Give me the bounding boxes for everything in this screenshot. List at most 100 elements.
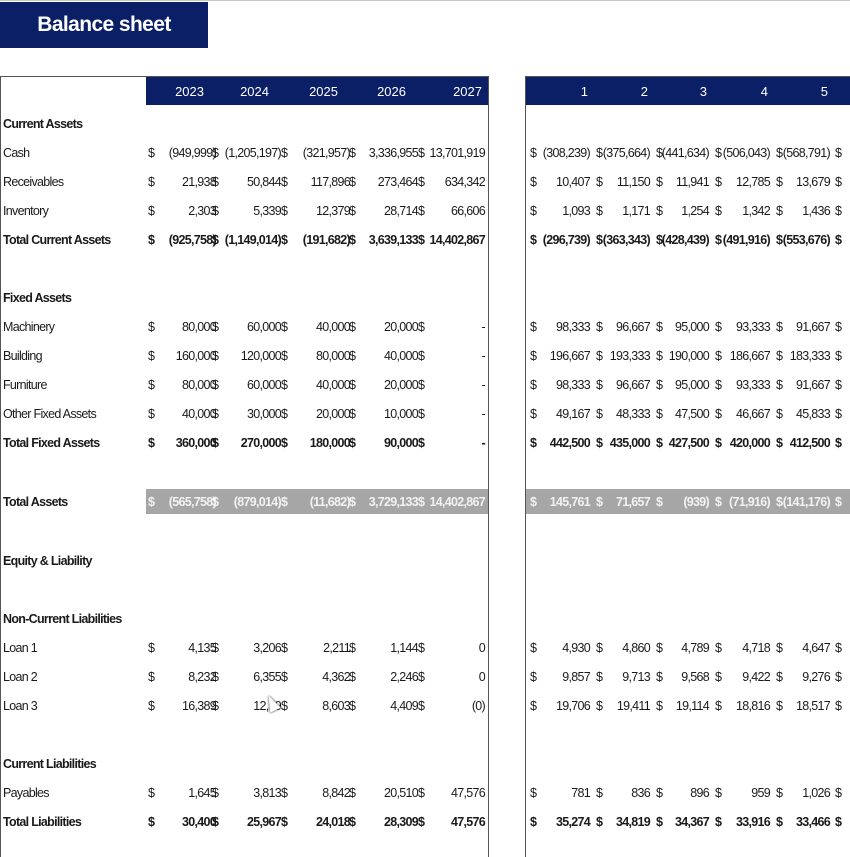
value-cell[interactable]: (491,916): [722, 232, 771, 247]
value-cell[interactable]: 30,400: [181, 814, 217, 829]
value-cell[interactable]: (375,664): [602, 145, 651, 160]
value-cell[interactable]: 28,309: [383, 814, 419, 829]
value-cell[interactable]: 0: [478, 669, 486, 684]
value-cell[interactable]: 836: [631, 785, 650, 800]
value-cell[interactable]: 13,701,919: [429, 145, 485, 160]
value-cell[interactable]: 46,667: [735, 406, 771, 421]
value-cell[interactable]: 18,517: [795, 698, 831, 713]
value-cell[interactable]: 25,967: [246, 814, 282, 829]
value-cell[interactable]: 93,333: [735, 319, 771, 334]
value-cell[interactable]: (1,149,014): [224, 232, 282, 247]
value-cell[interactable]: 0: [478, 640, 486, 655]
value-cell[interactable]: 1,144: [390, 640, 418, 655]
value-cell[interactable]: 781: [571, 785, 590, 800]
value-cell[interactable]: (363,343): [602, 232, 651, 247]
value-cell[interactable]: (191,682): [302, 232, 351, 247]
value-cell[interactable]: 98,333: [555, 319, 591, 334]
value-cell[interactable]: 959: [751, 785, 770, 800]
value-cell[interactable]: 19,114: [675, 698, 710, 713]
value-cell[interactable]: 3,336,955: [368, 145, 419, 160]
value-cell[interactable]: 412,500: [789, 435, 831, 450]
value-cell[interactable]: 193,333: [609, 348, 651, 363]
value-cell[interactable]: (925,758): [168, 232, 217, 247]
value-cell[interactable]: -: [481, 348, 486, 363]
value-cell[interactable]: 14,402,867: [429, 232, 485, 247]
value-cell[interactable]: (0): [471, 698, 486, 713]
value-cell[interactable]: 10,407: [555, 174, 591, 189]
value-cell[interactable]: 2,303: [188, 203, 216, 218]
value-cell[interactable]: 91,667: [795, 377, 831, 392]
value-cell[interactable]: 180,000: [309, 435, 351, 450]
value-cell[interactable]: (1,205,197): [224, 145, 282, 160]
value-cell[interactable]: 40,000: [315, 377, 351, 392]
value-cell[interactable]: 96,667: [615, 377, 651, 392]
value-cell[interactable]: 2,246: [390, 669, 418, 684]
value-cell[interactable]: 16,389: [181, 698, 217, 713]
value-cell[interactable]: 3,813: [253, 785, 281, 800]
value-cell[interactable]: 24,018: [315, 814, 351, 829]
value-cell[interactable]: (141,176): [782, 494, 831, 509]
value-cell[interactable]: 160,000: [175, 348, 217, 363]
value-cell[interactable]: 270,000: [240, 435, 282, 450]
value-cell[interactable]: 95,000: [674, 377, 710, 392]
value-cell[interactable]: 3,729,133: [368, 494, 419, 509]
value-cell[interactable]: 21,938: [181, 174, 217, 189]
value-cell[interactable]: 8,842: [322, 785, 350, 800]
value-cell[interactable]: 30,000: [246, 406, 282, 421]
value-cell[interactable]: 1,093: [562, 203, 590, 218]
value-cell[interactable]: 91,667: [795, 319, 831, 334]
value-cell[interactable]: 1,645: [188, 785, 216, 800]
value-cell[interactable]: 19,411: [616, 698, 651, 713]
value-cell[interactable]: 4,718: [742, 640, 770, 655]
value-cell[interactable]: 34,367: [674, 814, 710, 829]
value-cell[interactable]: 20,000: [315, 406, 351, 421]
value-cell[interactable]: -: [481, 319, 486, 334]
value-cell[interactable]: 47,576: [450, 785, 486, 800]
value-cell[interactable]: 360,000: [175, 435, 217, 450]
value-cell[interactable]: 80,000: [181, 319, 217, 334]
value-cell[interactable]: 45,833: [795, 406, 831, 421]
value-cell[interactable]: 9,568: [681, 669, 709, 684]
value-cell[interactable]: 28,714: [383, 203, 419, 218]
value-cell[interactable]: 47,576: [450, 814, 486, 829]
value-cell[interactable]: (308,239): [542, 145, 591, 160]
value-cell[interactable]: 50,844: [246, 174, 282, 189]
value-cell[interactable]: 145,761: [549, 494, 591, 509]
value-cell[interactable]: (879,014): [233, 494, 282, 509]
value-cell[interactable]: 40,000: [315, 319, 351, 334]
value-cell[interactable]: 33,466: [795, 814, 831, 829]
value-cell[interactable]: 93,333: [735, 377, 771, 392]
value-cell[interactable]: 9,713: [622, 669, 650, 684]
value-cell[interactable]: (553,676): [782, 232, 831, 247]
value-cell[interactable]: 183,333: [789, 348, 831, 363]
value-cell[interactable]: 80,000: [181, 377, 217, 392]
value-cell[interactable]: (428,439): [661, 232, 710, 247]
value-cell[interactable]: 48,333: [615, 406, 651, 421]
value-cell[interactable]: 420,000: [729, 435, 771, 450]
value-cell[interactable]: 60,000: [246, 377, 282, 392]
value-cell[interactable]: 196,667: [549, 348, 591, 363]
value-cell[interactable]: 98,333: [555, 377, 591, 392]
value-cell[interactable]: 71,657: [615, 494, 651, 509]
value-cell[interactable]: 4,647: [802, 640, 830, 655]
value-cell[interactable]: 11,941: [675, 174, 710, 189]
value-cell[interactable]: 19,706: [555, 698, 591, 713]
value-cell[interactable]: 442,500: [549, 435, 591, 450]
value-cell[interactable]: 12,785: [735, 174, 771, 189]
value-cell[interactable]: 35,274: [555, 814, 591, 829]
value-cell[interactable]: 40,000: [181, 406, 217, 421]
value-cell[interactable]: 4,860: [622, 640, 650, 655]
value-cell[interactable]: 3,639,133: [368, 232, 419, 247]
value-cell[interactable]: -: [481, 377, 486, 392]
value-cell[interactable]: 4,409: [390, 698, 418, 713]
value-cell[interactable]: 34,819: [615, 814, 651, 829]
value-cell[interactable]: 14,402,867: [429, 494, 485, 509]
value-cell[interactable]: 12,379: [315, 203, 351, 218]
value-cell[interactable]: 6,355: [253, 669, 281, 684]
value-cell[interactable]: 13,679: [795, 174, 831, 189]
value-cell[interactable]: 47,500: [674, 406, 710, 421]
value-cell[interactable]: (939): [683, 494, 709, 509]
value-cell[interactable]: (11,682): [309, 494, 351, 509]
value-cell[interactable]: 9,276: [802, 669, 830, 684]
value-cell[interactable]: 20,000: [383, 319, 419, 334]
